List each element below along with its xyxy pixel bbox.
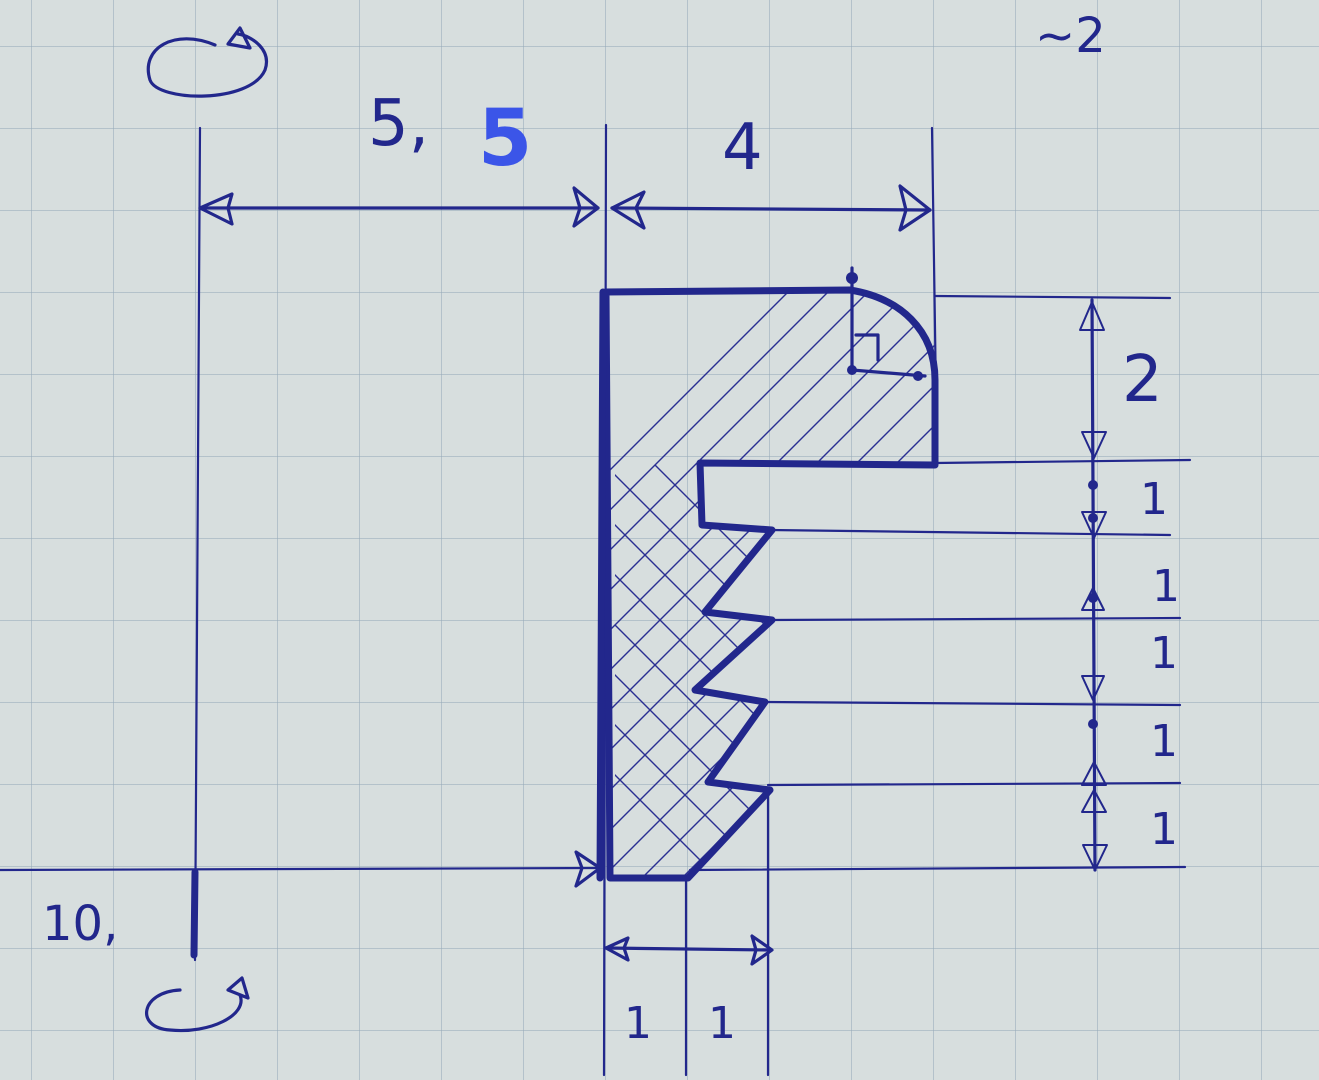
cross-hatching [615,465,770,878]
label-height-1a: 1 [1140,474,1168,525]
part-outline [602,286,939,882]
label-height-1e: 1 [1150,804,1178,855]
label-width-4: 4 [722,111,763,185]
dimension-width-4 [610,184,932,232]
label-bottom-width-1b: 1 [708,998,736,1049]
label-height-1d: 1 [1150,716,1178,767]
dimension-bottom-width [604,934,774,966]
label-height-2: 2 [1122,343,1163,417]
radius-marker [846,266,927,381]
label-bottom-left: 10, [42,896,119,952]
label-axis-distance-prefix: 5, [368,87,430,161]
axis-bottom-segment [190,868,199,959]
right-extension-lines [688,294,1192,872]
rotation-top-icon [146,26,269,98]
section-hatching [610,290,935,878]
label-height-1c: 1 [1150,628,1178,679]
base-line [0,866,602,872]
label-height-1b: 1 [1152,561,1180,612]
note-top-right: ~2 [1035,8,1106,64]
label-bottom-width-1a: 1 [624,998,652,1049]
rotation-axis [193,126,202,962]
dimension-axis-distance [198,186,600,228]
label-axis-distance-correction: 5 [478,94,533,184]
rotation-bottom-icon [145,976,250,1033]
base-arrow [574,850,602,888]
dimension-height-chain [1079,298,1108,872]
part-left-edge [596,288,607,882]
